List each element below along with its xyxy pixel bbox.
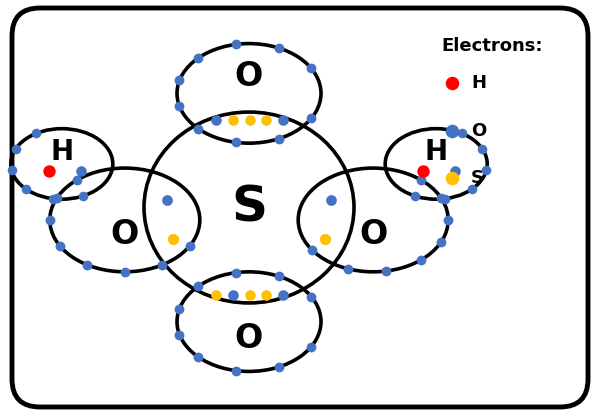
Point — [447, 80, 457, 86]
Point — [175, 103, 184, 110]
Point — [76, 168, 86, 175]
Point — [275, 135, 284, 142]
Point — [211, 117, 221, 124]
Text: O: O — [110, 218, 139, 251]
Point — [232, 269, 241, 276]
Point — [275, 273, 284, 280]
Text: S: S — [471, 169, 484, 188]
Text: Electrons:: Electrons: — [441, 37, 542, 55]
Point — [52, 195, 62, 201]
Point — [478, 146, 487, 152]
Point — [48, 195, 58, 202]
Point — [436, 239, 446, 245]
Point — [168, 235, 178, 242]
Point — [157, 261, 167, 268]
Point — [262, 291, 271, 298]
Point — [416, 177, 426, 183]
Point — [320, 235, 330, 242]
Point — [467, 186, 477, 192]
Point — [82, 261, 92, 268]
Point — [44, 168, 53, 175]
Point — [307, 247, 317, 253]
Point — [228, 291, 238, 298]
Text: S: S — [231, 183, 267, 232]
Point — [443, 217, 453, 223]
Text: O: O — [471, 122, 486, 140]
Point — [457, 130, 467, 137]
Point — [326, 197, 336, 203]
Point — [55, 242, 65, 249]
Point — [21, 186, 31, 192]
Point — [382, 268, 391, 274]
Point — [410, 193, 419, 199]
Point — [185, 242, 194, 249]
Point — [278, 291, 288, 298]
Point — [120, 269, 130, 275]
Point — [440, 195, 450, 202]
Point — [307, 343, 316, 350]
Point — [275, 364, 284, 370]
Point — [32, 130, 41, 137]
Point — [72, 177, 82, 183]
Point — [447, 127, 457, 134]
FancyBboxPatch shape — [12, 8, 588, 407]
Point — [436, 195, 446, 201]
Point — [451, 168, 460, 175]
Text: H: H — [50, 138, 73, 166]
Point — [162, 197, 172, 203]
Point — [245, 117, 254, 124]
Point — [307, 115, 316, 122]
Text: H: H — [425, 138, 448, 166]
Point — [278, 117, 288, 124]
Text: O: O — [359, 218, 388, 251]
Point — [193, 55, 203, 61]
Point — [343, 265, 352, 272]
Point — [232, 139, 241, 146]
Point — [262, 117, 271, 124]
Point — [193, 354, 203, 360]
Point — [11, 146, 20, 152]
Point — [307, 65, 316, 72]
Point — [79, 193, 88, 199]
Point — [416, 256, 426, 263]
Point — [45, 217, 55, 223]
Text: O: O — [235, 322, 263, 355]
Point — [193, 125, 203, 132]
Text: O: O — [235, 60, 263, 93]
Point — [232, 41, 241, 48]
Point — [7, 167, 16, 173]
Point — [193, 283, 203, 290]
Point — [447, 175, 457, 182]
Point — [418, 168, 428, 175]
Point — [482, 167, 491, 173]
Point — [307, 293, 316, 300]
Point — [211, 291, 221, 298]
Text: H: H — [471, 74, 486, 92]
Point — [275, 45, 284, 51]
Point — [175, 331, 184, 338]
Point — [232, 367, 241, 374]
Point — [175, 305, 184, 312]
Point — [228, 117, 238, 124]
Point — [175, 77, 184, 84]
Point — [245, 291, 254, 298]
